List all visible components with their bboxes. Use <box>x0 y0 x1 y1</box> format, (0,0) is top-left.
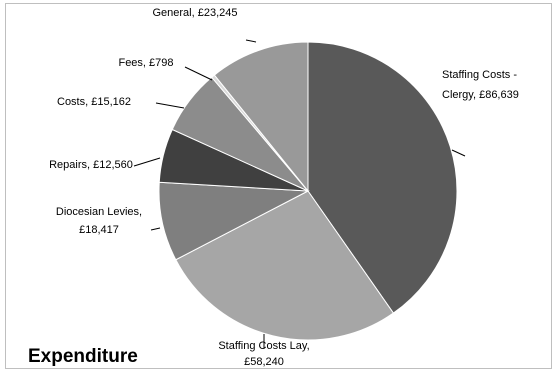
data-label-4: Repairs, £12,560 <box>49 159 133 171</box>
pie-slice-2 <box>175 190 395 341</box>
pie-slice-7 <box>213 41 309 193</box>
leader-line-4 <box>133 157 161 167</box>
data-label-2: Staffing Costs Lay, £58,240 <box>218 340 309 368</box>
data-label-6: Fees, £798 <box>118 57 173 69</box>
leader-line-5 <box>155 102 185 109</box>
leader-line-7 <box>245 39 257 43</box>
data-label-5: Costs, £15,162 <box>57 96 131 108</box>
pie-chart: Staffing Costs -Clergy, £86,639 Staffing … <box>49 7 519 368</box>
leader-line-1 <box>451 149 466 157</box>
data-label-7: General, £23,245 <box>152 7 237 19</box>
leader-line-3 <box>150 227 161 231</box>
chart-title: Expenditure <box>28 346 138 367</box>
data-label-1: Staffing Costs -Clergy, £86,639 <box>442 69 519 101</box>
data-label-3: Diocesian Levies, £18,417 <box>56 206 142 236</box>
chart-area: Staffing Costs -Clergy, £86,639 Staffing … <box>5 3 552 369</box>
leader-line-6 <box>184 66 213 81</box>
pie-slice-1 <box>307 41 458 314</box>
